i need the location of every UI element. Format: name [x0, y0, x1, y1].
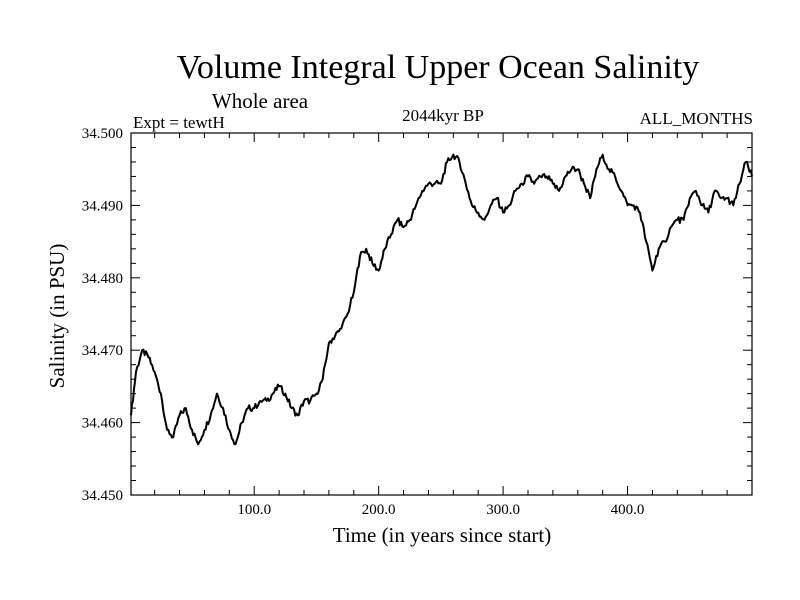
- y-tick-label: 34.450: [82, 488, 123, 504]
- y-tick-label: 34.490: [82, 198, 123, 214]
- y-tick-label: 34.470: [82, 343, 123, 359]
- y-tick-label: 34.500: [82, 126, 123, 142]
- y-tick-label: 34.480: [82, 271, 123, 287]
- plot-frame: [130, 132, 753, 496]
- x-tick-label: 300.0: [486, 502, 520, 518]
- experiment-label: Expt = tewtH: [133, 113, 225, 132]
- chart-title: Volume Integral Upper Ocean Salinity: [177, 49, 699, 86]
- y-tick-label: 34.460: [82, 416, 123, 432]
- axes: 100.0 200.0 300.0 400.0 34.450 34.460 34.470 34…: [82, 126, 752, 518]
- period-label: 2044kyr BP: [402, 106, 484, 125]
- x-tick-label: 200.0: [362, 502, 396, 518]
- salinity-series-line: [130, 153, 753, 446]
- x-axis-label: Time (in years since start): [333, 523, 552, 547]
- x-tick-label: 400.0: [611, 502, 645, 518]
- months-label: ALL_MONTHS: [640, 109, 753, 128]
- x-tick-label: 100.0: [237, 502, 271, 518]
- chart-subtitle: Whole area: [212, 89, 309, 113]
- y-axis-label: Salinity (in PSU): [45, 244, 69, 389]
